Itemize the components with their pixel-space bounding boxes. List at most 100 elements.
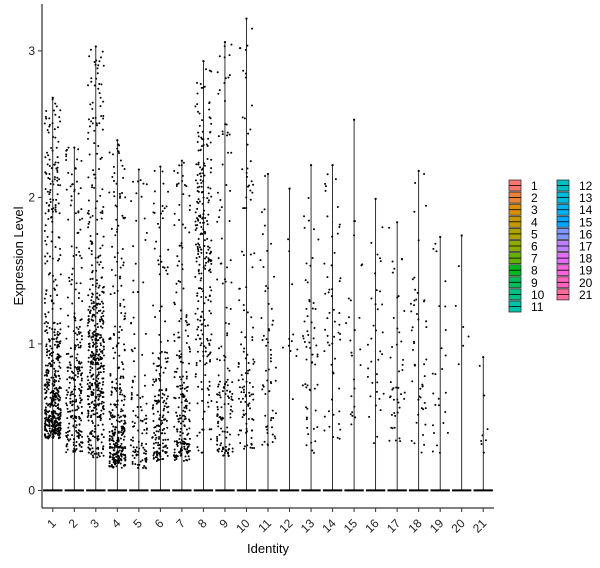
data-point: [142, 466, 145, 469]
data-point: [207, 213, 210, 216]
data-point: [87, 356, 90, 359]
data-point: [153, 451, 156, 454]
data-point: [77, 210, 80, 213]
data-point: [43, 297, 46, 300]
data-point: [43, 428, 46, 431]
data-point: [199, 214, 202, 217]
data-point: [411, 348, 414, 351]
data-point: [200, 329, 203, 332]
data-point: [305, 418, 308, 421]
data-point: [205, 251, 208, 254]
data-point: [208, 380, 211, 383]
data-point: [80, 386, 83, 389]
data-point: [249, 407, 252, 410]
data-point: [71, 273, 73, 276]
data-point: [43, 388, 46, 391]
data-point: [183, 442, 186, 445]
data-point: [305, 444, 308, 447]
data-point: [186, 448, 189, 451]
data-point: [121, 449, 124, 452]
data-point: [201, 310, 204, 313]
data-point: [59, 247, 61, 250]
data-point: [117, 367, 120, 370]
data-point: [204, 267, 207, 270]
data-point: [270, 307, 273, 310]
data-point: [95, 348, 98, 351]
data-point: [101, 244, 104, 247]
data-point: [52, 431, 55, 434]
data-point: [50, 354, 53, 357]
data-point: [100, 316, 103, 319]
data-point: [423, 443, 426, 446]
data-point: [204, 374, 207, 377]
data-point: [53, 383, 56, 386]
data-point: [114, 351, 117, 354]
data-point: [131, 350, 134, 353]
data-point: [370, 297, 373, 300]
data-point: [101, 266, 104, 269]
data-point: [244, 400, 247, 403]
data-point: [45, 423, 48, 426]
data-point: [119, 386, 122, 389]
data-point: [59, 322, 62, 325]
data-point: [484, 439, 487, 442]
data-point: [98, 122, 101, 125]
data-point: [74, 426, 77, 429]
data-point: [79, 389, 82, 392]
data-point: [374, 197, 377, 200]
data-point: [144, 452, 147, 455]
data-point: [78, 292, 81, 295]
data-point: [227, 76, 230, 79]
data-point: [157, 259, 160, 262]
data-point: [121, 453, 124, 456]
x-ticks-layer: 1 2 3 4 5 6 7 8 9 10 11 12 13 14 15 16 17 18 19 20 21: [44, 508, 490, 536]
data-point: [210, 400, 213, 403]
data-point: [108, 191, 111, 194]
data-point: [338, 311, 341, 314]
data-point: [139, 419, 142, 422]
data-point: [197, 269, 200, 272]
data-point: [155, 430, 158, 433]
data-point: [102, 114, 105, 117]
data-point: [76, 231, 79, 234]
data-point: [166, 360, 169, 363]
data-point: [241, 386, 244, 389]
data-point: [44, 412, 47, 415]
data-point: [413, 342, 416, 345]
data-point: [90, 253, 93, 256]
data-point: [444, 329, 447, 332]
data-point: [43, 374, 46, 377]
data-point: [89, 309, 92, 312]
data-point: [354, 416, 357, 419]
data-point: [185, 370, 188, 373]
data-point: [68, 410, 71, 413]
data-point: [163, 432, 166, 435]
data-point: [111, 453, 114, 456]
data-point: [68, 361, 71, 364]
data-point: [112, 165, 115, 168]
data-point: [210, 262, 213, 265]
data-point: [109, 374, 112, 377]
data-point: [416, 291, 419, 294]
data-point: [91, 374, 94, 377]
data-point: [65, 158, 68, 161]
data-point: [208, 360, 211, 363]
data-point: [102, 380, 105, 383]
data-point: [209, 141, 212, 144]
data-point: [76, 158, 79, 161]
data-point: [244, 336, 247, 339]
data-point: [70, 199, 73, 202]
data-point: [87, 294, 90, 297]
data-point: [165, 406, 168, 409]
data-point: [53, 361, 56, 364]
data-point: [183, 406, 186, 409]
data-point: [152, 442, 155, 445]
data-point: [145, 422, 148, 425]
data-point: [209, 259, 212, 262]
data-point: [52, 395, 55, 398]
data-point: [121, 363, 124, 366]
data-point: [247, 403, 250, 406]
data-point: [49, 403, 52, 406]
data-point: [164, 438, 167, 441]
data-point: [97, 452, 100, 455]
